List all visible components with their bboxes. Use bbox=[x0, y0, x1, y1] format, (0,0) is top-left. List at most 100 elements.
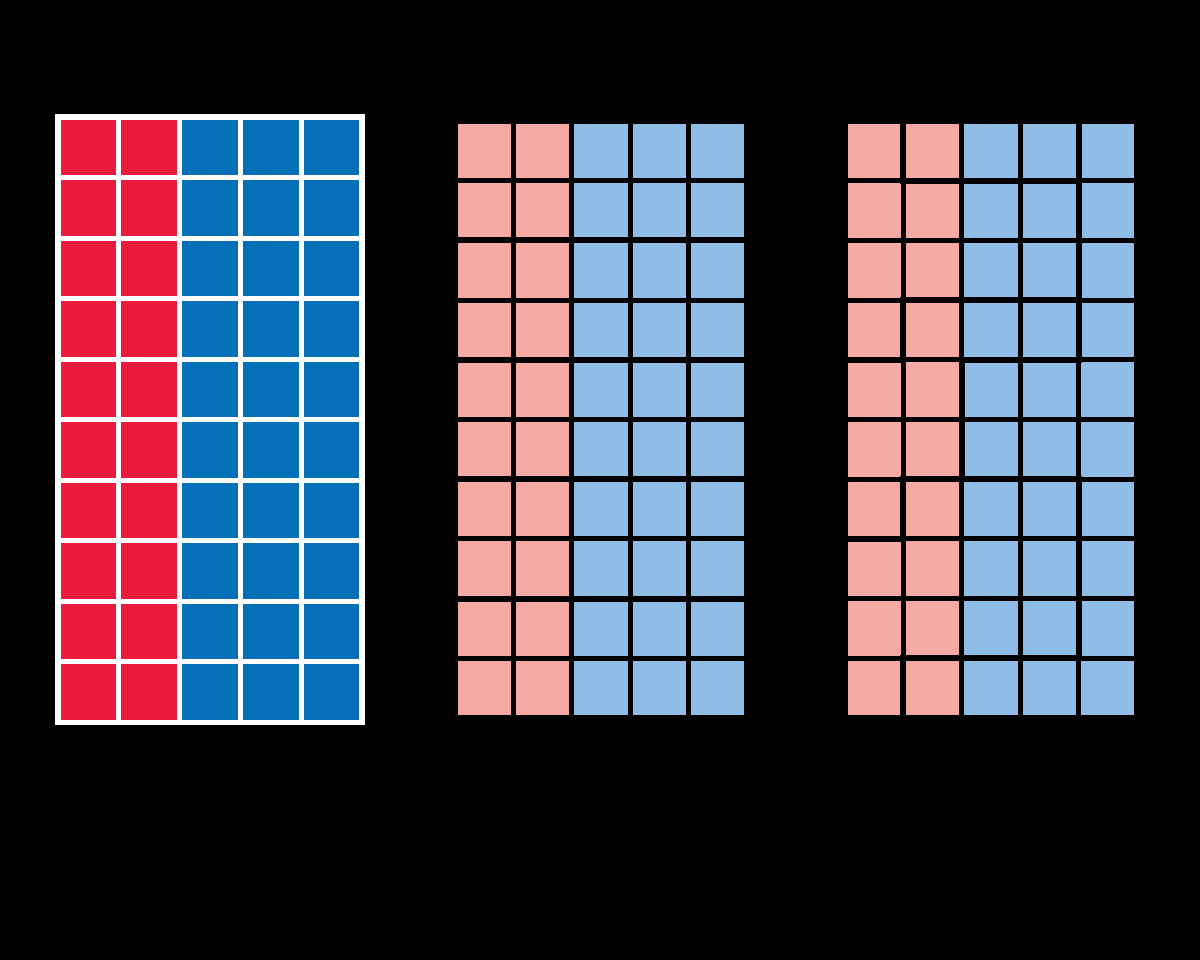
precinct-cell bbox=[1022, 302, 1077, 358]
precinct-cell bbox=[1081, 362, 1135, 417]
precinct-cell bbox=[60, 119, 117, 175]
precinct-cell bbox=[121, 361, 178, 417]
precinct-cell bbox=[691, 660, 745, 716]
precinct-cell bbox=[242, 361, 299, 417]
district-border-horizontal bbox=[900, 177, 1082, 184]
precinct-cell bbox=[847, 481, 901, 537]
precinct-cell bbox=[632, 123, 687, 179]
precinct-cell bbox=[905, 302, 960, 358]
precinct-cell bbox=[905, 362, 960, 417]
precinct-cell bbox=[905, 183, 960, 238]
precinct-cell bbox=[632, 541, 687, 597]
precinct-cell bbox=[60, 664, 117, 720]
precinct-cell bbox=[303, 301, 360, 357]
precinct-cell bbox=[964, 541, 1018, 597]
precinct-cell bbox=[691, 242, 745, 298]
precinct-cell bbox=[515, 362, 570, 417]
precinct-cell bbox=[303, 422, 360, 478]
precinct-cell bbox=[964, 183, 1018, 238]
precinct-cell bbox=[847, 601, 901, 656]
district-border-vertical bbox=[842, 118, 848, 721]
precinct-cell bbox=[1081, 302, 1135, 358]
precinct-cell bbox=[574, 601, 628, 656]
precinct-cell bbox=[182, 543, 238, 599]
precinct-cell bbox=[242, 603, 299, 659]
precinct-cell bbox=[182, 240, 238, 296]
precinct-cell bbox=[182, 603, 238, 659]
precinct-cell bbox=[182, 301, 238, 357]
precinct-cell bbox=[303, 180, 360, 236]
precinct-cell bbox=[632, 362, 687, 417]
precinct-cell bbox=[60, 603, 117, 659]
precinct-cell bbox=[242, 543, 299, 599]
precinct-cell bbox=[632, 481, 687, 537]
precinct-cell bbox=[691, 601, 745, 656]
precinct-cell bbox=[515, 660, 570, 716]
district-border-horizontal bbox=[452, 356, 750, 363]
precinct-cell bbox=[303, 543, 360, 599]
precinct-cell bbox=[457, 362, 511, 417]
precinct-cell bbox=[964, 660, 1018, 716]
precinct-cell bbox=[905, 660, 960, 716]
district-border-horizontal bbox=[452, 595, 750, 602]
precinct-cell bbox=[182, 180, 238, 236]
precinct-cell bbox=[964, 123, 1018, 179]
precinct-cell bbox=[905, 422, 960, 477]
precinct-cell bbox=[457, 541, 511, 597]
precinct-cell bbox=[574, 362, 628, 417]
precinct-cell bbox=[1081, 601, 1135, 656]
district-border-horizontal bbox=[958, 356, 1082, 363]
district-border-vertical bbox=[1075, 118, 1082, 363]
precinct-cell bbox=[457, 242, 511, 298]
precinct-cell bbox=[1022, 601, 1077, 656]
precinct-cell bbox=[457, 422, 511, 477]
precinct-cell bbox=[457, 123, 511, 179]
precinct-cell bbox=[303, 361, 360, 417]
district-border-horizontal bbox=[842, 356, 907, 363]
precinct-cell bbox=[1022, 183, 1077, 238]
district-border-horizontal bbox=[842, 535, 907, 542]
precinct-cell bbox=[847, 302, 901, 358]
precinct-cell bbox=[632, 183, 687, 238]
precinct-cell bbox=[515, 422, 570, 477]
precinct-cell bbox=[121, 422, 178, 478]
precinct-grid-1 bbox=[58, 117, 362, 722]
precinct-cell bbox=[515, 242, 570, 298]
precinct-cell bbox=[847, 242, 901, 298]
precinct-cell bbox=[632, 242, 687, 298]
precinct-cell bbox=[60, 240, 117, 296]
precinct-cell bbox=[121, 664, 178, 720]
precinct-cell bbox=[905, 481, 960, 537]
district-border-horizontal bbox=[900, 655, 1082, 662]
district-border-vertical bbox=[900, 297, 907, 363]
precinct-cell bbox=[303, 664, 360, 720]
precinct-cell bbox=[121, 543, 178, 599]
precinct-cell bbox=[515, 123, 570, 179]
panel-gerrymandered-districts bbox=[842, 118, 1140, 721]
district-border-vertical bbox=[900, 655, 907, 721]
precinct-cell bbox=[242, 119, 299, 175]
precinct-cell bbox=[574, 123, 628, 179]
precinct-cell bbox=[457, 302, 511, 358]
district-border-horizontal bbox=[900, 476, 1082, 483]
precinct-cell bbox=[905, 123, 960, 179]
precinct-cell bbox=[632, 422, 687, 477]
precinct-cell bbox=[1081, 242, 1135, 298]
precinct-cell bbox=[60, 422, 117, 478]
precinct-cell bbox=[242, 664, 299, 720]
precinct-cell bbox=[1022, 541, 1077, 597]
district-border-vertical bbox=[900, 476, 907, 542]
precinct-cell bbox=[121, 180, 178, 236]
precinct-cell bbox=[632, 601, 687, 656]
panel-solid-grid bbox=[55, 114, 365, 725]
precinct-cell bbox=[60, 482, 117, 538]
district-border-vertical bbox=[744, 118, 750, 721]
precinct-cell bbox=[457, 481, 511, 537]
precinct-cell bbox=[515, 601, 570, 656]
precinct-cell bbox=[182, 422, 238, 478]
precinct-cell bbox=[691, 302, 745, 358]
district-border-horizontal bbox=[842, 715, 1140, 721]
district-border-horizontal bbox=[842, 118, 1140, 124]
precinct-cell bbox=[905, 541, 960, 597]
